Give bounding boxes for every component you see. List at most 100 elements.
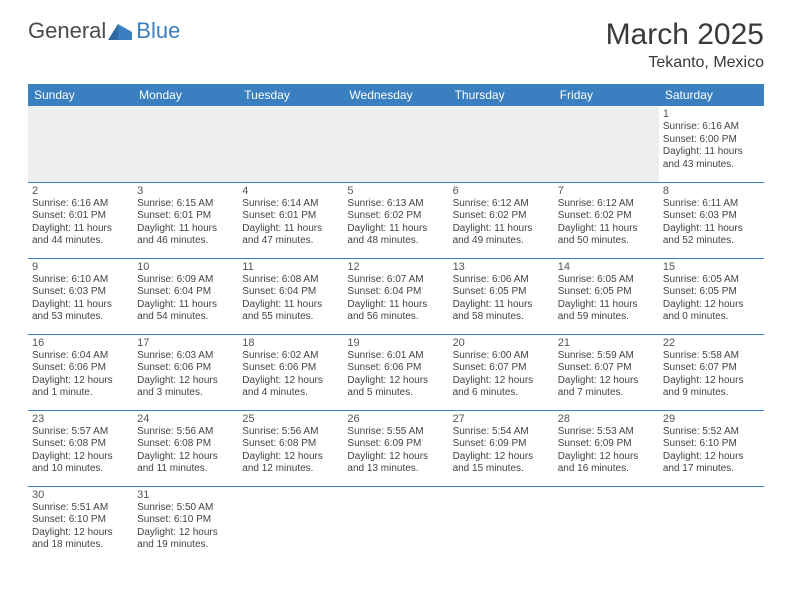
calendar-row: 1Sunrise: 6:16 AMSunset: 6:00 PMDaylight… — [28, 106, 764, 182]
day-info: Sunrise: 6:16 AMSunset: 6:01 PMDaylight:… — [32, 198, 129, 248]
day-info: Sunrise: 6:12 AMSunset: 6:02 PMDaylight:… — [558, 198, 655, 248]
title-block: March 2025 Tekanto, Mexico — [606, 18, 764, 72]
day-info: Sunrise: 6:13 AMSunset: 6:02 PMDaylight:… — [347, 198, 444, 248]
day-number: 27 — [453, 413, 550, 425]
day-info: Sunrise: 6:05 AMSunset: 6:05 PMDaylight:… — [663, 274, 760, 324]
weekday-header: Wednesday — [343, 84, 448, 106]
calendar-cell — [554, 106, 659, 182]
calendar-cell: 15Sunrise: 6:05 AMSunset: 6:05 PMDayligh… — [659, 258, 764, 334]
calendar-cell: 3Sunrise: 6:15 AMSunset: 6:01 PMDaylight… — [133, 182, 238, 258]
day-info: Sunrise: 6:15 AMSunset: 6:01 PMDaylight:… — [137, 198, 234, 248]
calendar-cell — [449, 486, 554, 562]
calendar-cell: 17Sunrise: 6:03 AMSunset: 6:06 PMDayligh… — [133, 334, 238, 410]
calendar-cell: 12Sunrise: 6:07 AMSunset: 6:04 PMDayligh… — [343, 258, 448, 334]
day-number: 5 — [347, 185, 444, 197]
calendar-cell — [238, 486, 343, 562]
calendar-cell — [238, 106, 343, 182]
day-number: 7 — [558, 185, 655, 197]
calendar-cell: 7Sunrise: 6:12 AMSunset: 6:02 PMDaylight… — [554, 182, 659, 258]
day-info: Sunrise: 6:06 AMSunset: 6:05 PMDaylight:… — [453, 274, 550, 324]
day-info: Sunrise: 6:00 AMSunset: 6:07 PMDaylight:… — [453, 350, 550, 400]
calendar-cell: 27Sunrise: 5:54 AMSunset: 6:09 PMDayligh… — [449, 410, 554, 486]
calendar-cell: 19Sunrise: 6:01 AMSunset: 6:06 PMDayligh… — [343, 334, 448, 410]
day-number: 20 — [453, 337, 550, 349]
calendar-cell: 14Sunrise: 6:05 AMSunset: 6:05 PMDayligh… — [554, 258, 659, 334]
day-number: 22 — [663, 337, 760, 349]
day-number: 17 — [137, 337, 234, 349]
calendar-row: 9Sunrise: 6:10 AMSunset: 6:03 PMDaylight… — [28, 258, 764, 334]
day-info: Sunrise: 6:12 AMSunset: 6:02 PMDaylight:… — [453, 198, 550, 248]
calendar-cell: 18Sunrise: 6:02 AMSunset: 6:06 PMDayligh… — [238, 334, 343, 410]
weekday-header-row: Sunday Monday Tuesday Wednesday Thursday… — [28, 84, 764, 106]
header: General Blue March 2025 Tekanto, Mexico — [28, 18, 764, 72]
day-number: 12 — [347, 261, 444, 273]
day-number: 16 — [32, 337, 129, 349]
day-info: Sunrise: 6:09 AMSunset: 6:04 PMDaylight:… — [137, 274, 234, 324]
day-info: Sunrise: 5:54 AMSunset: 6:09 PMDaylight:… — [453, 426, 550, 476]
day-info: Sunrise: 6:08 AMSunset: 6:04 PMDaylight:… — [242, 274, 339, 324]
day-info: Sunrise: 6:03 AMSunset: 6:06 PMDaylight:… — [137, 350, 234, 400]
weekday-header: Sunday — [28, 84, 133, 106]
calendar-cell: 30Sunrise: 5:51 AMSunset: 6:10 PMDayligh… — [28, 486, 133, 562]
calendar-cell: 8Sunrise: 6:11 AMSunset: 6:03 PMDaylight… — [659, 182, 764, 258]
weekday-header: Thursday — [449, 84, 554, 106]
day-info: Sunrise: 5:53 AMSunset: 6:09 PMDaylight:… — [558, 426, 655, 476]
day-number: 11 — [242, 261, 339, 273]
day-number: 25 — [242, 413, 339, 425]
calendar-cell: 2Sunrise: 6:16 AMSunset: 6:01 PMDaylight… — [28, 182, 133, 258]
day-info: Sunrise: 5:55 AMSunset: 6:09 PMDaylight:… — [347, 426, 444, 476]
calendar-cell — [343, 106, 448, 182]
day-info: Sunrise: 6:10 AMSunset: 6:03 PMDaylight:… — [32, 274, 129, 324]
calendar-cell: 11Sunrise: 6:08 AMSunset: 6:04 PMDayligh… — [238, 258, 343, 334]
day-number: 1 — [663, 108, 760, 120]
day-number: 14 — [558, 261, 655, 273]
logo-text-blue: Blue — [136, 18, 180, 44]
location: Tekanto, Mexico — [606, 54, 764, 72]
day-info: Sunrise: 5:57 AMSunset: 6:08 PMDaylight:… — [32, 426, 129, 476]
day-info: Sunrise: 6:14 AMSunset: 6:01 PMDaylight:… — [242, 198, 339, 248]
day-number: 13 — [453, 261, 550, 273]
day-info: Sunrise: 5:56 AMSunset: 6:08 PMDaylight:… — [137, 426, 234, 476]
day-number: 28 — [558, 413, 655, 425]
calendar-cell — [343, 486, 448, 562]
calendar-row: 2Sunrise: 6:16 AMSunset: 6:01 PMDaylight… — [28, 182, 764, 258]
day-info: Sunrise: 6:02 AMSunset: 6:06 PMDaylight:… — [242, 350, 339, 400]
day-info: Sunrise: 5:50 AMSunset: 6:10 PMDaylight:… — [137, 502, 234, 552]
day-number: 21 — [558, 337, 655, 349]
day-number: 4 — [242, 185, 339, 197]
day-number: 23 — [32, 413, 129, 425]
calendar-cell: 5Sunrise: 6:13 AMSunset: 6:02 PMDaylight… — [343, 182, 448, 258]
calendar-row: 30Sunrise: 5:51 AMSunset: 6:10 PMDayligh… — [28, 486, 764, 562]
calendar-table: Sunday Monday Tuesday Wednesday Thursday… — [28, 84, 764, 562]
calendar-cell: 20Sunrise: 6:00 AMSunset: 6:07 PMDayligh… — [449, 334, 554, 410]
day-number: 29 — [663, 413, 760, 425]
calendar-cell — [554, 486, 659, 562]
day-info: Sunrise: 6:04 AMSunset: 6:06 PMDaylight:… — [32, 350, 129, 400]
calendar-cell: 21Sunrise: 5:59 AMSunset: 6:07 PMDayligh… — [554, 334, 659, 410]
calendar-row: 16Sunrise: 6:04 AMSunset: 6:06 PMDayligh… — [28, 334, 764, 410]
day-info: Sunrise: 5:59 AMSunset: 6:07 PMDaylight:… — [558, 350, 655, 400]
weekday-header: Friday — [554, 84, 659, 106]
day-number: 9 — [32, 261, 129, 273]
calendar-cell: 9Sunrise: 6:10 AMSunset: 6:03 PMDaylight… — [28, 258, 133, 334]
day-info: Sunrise: 5:56 AMSunset: 6:08 PMDaylight:… — [242, 426, 339, 476]
weekday-header: Tuesday — [238, 84, 343, 106]
calendar-cell: 29Sunrise: 5:52 AMSunset: 6:10 PMDayligh… — [659, 410, 764, 486]
day-number: 19 — [347, 337, 444, 349]
day-info: Sunrise: 5:52 AMSunset: 6:10 PMDaylight:… — [663, 426, 760, 476]
logo: General Blue — [28, 18, 180, 44]
calendar-cell — [659, 486, 764, 562]
day-info: Sunrise: 6:05 AMSunset: 6:05 PMDaylight:… — [558, 274, 655, 324]
day-info: Sunrise: 6:16 AMSunset: 6:00 PMDaylight:… — [663, 121, 760, 171]
day-number: 3 — [137, 185, 234, 197]
day-info: Sunrise: 5:51 AMSunset: 6:10 PMDaylight:… — [32, 502, 129, 552]
flag-icon — [108, 22, 134, 40]
day-number: 15 — [663, 261, 760, 273]
day-info: Sunrise: 6:11 AMSunset: 6:03 PMDaylight:… — [663, 198, 760, 248]
calendar-cell: 28Sunrise: 5:53 AMSunset: 6:09 PMDayligh… — [554, 410, 659, 486]
calendar-cell: 31Sunrise: 5:50 AMSunset: 6:10 PMDayligh… — [133, 486, 238, 562]
calendar-cell: 16Sunrise: 6:04 AMSunset: 6:06 PMDayligh… — [28, 334, 133, 410]
calendar-cell: 10Sunrise: 6:09 AMSunset: 6:04 PMDayligh… — [133, 258, 238, 334]
calendar-cell — [133, 106, 238, 182]
calendar-cell — [28, 106, 133, 182]
